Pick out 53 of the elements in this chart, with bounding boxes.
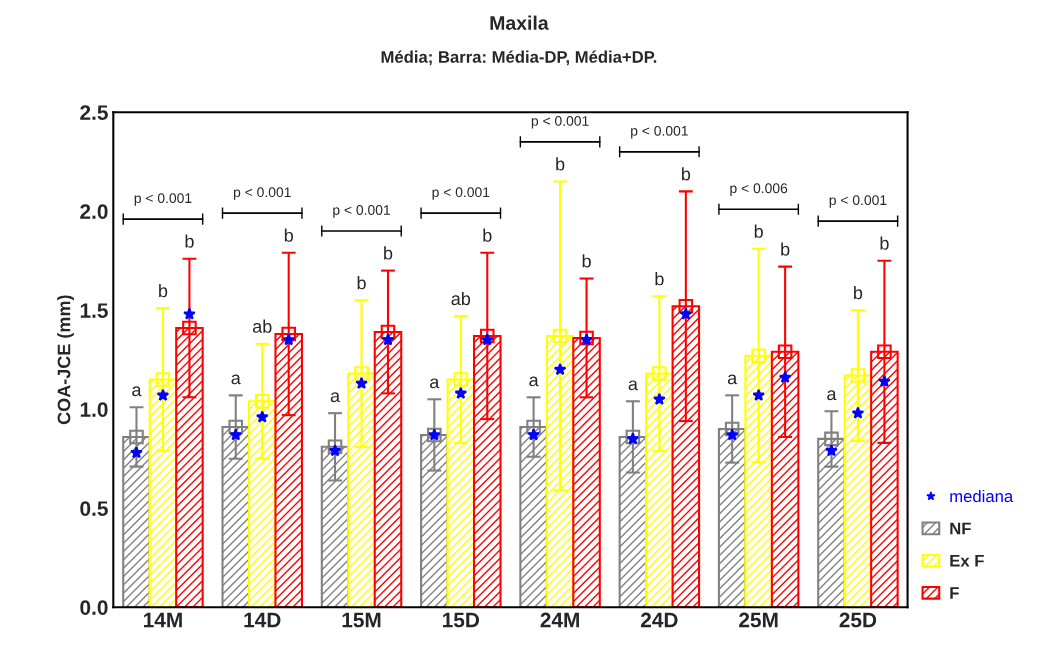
annotation: p < 0.001 bbox=[432, 187, 490, 200]
annotation: b bbox=[483, 228, 492, 242]
x-tick-label: 25M bbox=[739, 612, 778, 628]
annotation: b bbox=[284, 228, 293, 242]
annotation: b bbox=[854, 285, 863, 300]
annotation: b bbox=[384, 246, 393, 260]
x-tick-label: 24M bbox=[540, 612, 579, 628]
annotation: p < 0.001 bbox=[233, 187, 291, 200]
annotation: a bbox=[529, 376, 539, 387]
annotation: b bbox=[582, 254, 591, 268]
annotation: a bbox=[430, 378, 440, 389]
annotation: b bbox=[159, 283, 168, 298]
annotation: ab bbox=[451, 291, 471, 306]
legend-label: mediana bbox=[950, 489, 1014, 503]
annotation: b bbox=[880, 236, 889, 250]
annotation: p < 0.006 bbox=[730, 183, 788, 196]
x-tick-label: 15D bbox=[443, 612, 480, 628]
annotation: p < 0.001 bbox=[333, 205, 390, 218]
annotation: ab bbox=[252, 319, 272, 333]
y-tick-label: 2.0 bbox=[80, 204, 108, 219]
annotation: b bbox=[357, 276, 366, 290]
annotation: a bbox=[727, 374, 738, 385]
annotation: p < 0.001 bbox=[631, 125, 688, 139]
legend-label: Ex F bbox=[950, 554, 984, 567]
y-axis-title: COA-JCE (mm) bbox=[57, 295, 74, 425]
y-tick-label: 1.0 bbox=[80, 402, 108, 417]
annotation: b bbox=[681, 167, 691, 181]
y-tick-label: 1.5 bbox=[80, 303, 108, 318]
annotation: p < 0.001 bbox=[134, 193, 192, 206]
chart-subtitle: Média; Barra: Média-DP, Média+DP. bbox=[381, 50, 657, 66]
annotation: b bbox=[185, 234, 194, 248]
annotation: b bbox=[556, 157, 565, 171]
annotation: p < 0.001 bbox=[829, 195, 887, 208]
x-tick-label: 25D bbox=[839, 612, 877, 628]
annotation: a bbox=[827, 390, 837, 401]
x-tick-label: 15M bbox=[342, 612, 381, 628]
legend-label: NF bbox=[950, 522, 971, 535]
x-tick-label: 24D bbox=[640, 612, 678, 628]
x-tick-label: 14M bbox=[144, 612, 182, 628]
y-tick-label: 0.0 bbox=[80, 600, 108, 615]
annotation: a bbox=[628, 380, 638, 391]
annotation: a bbox=[231, 374, 241, 385]
y-tick-label: 2.5 bbox=[80, 105, 108, 120]
annotation: b bbox=[781, 242, 790, 256]
annotation: p < 0.001 bbox=[531, 115, 589, 129]
annotation: a bbox=[330, 392, 341, 403]
y-tick-label: 0.5 bbox=[80, 501, 108, 516]
annotation: a bbox=[132, 386, 142, 397]
chart-title: Maxila bbox=[490, 15, 549, 30]
annotation: b bbox=[655, 272, 664, 286]
annotation: b bbox=[754, 224, 763, 238]
legend-label: F bbox=[950, 587, 959, 599]
x-tick-label: 14D bbox=[244, 612, 281, 628]
